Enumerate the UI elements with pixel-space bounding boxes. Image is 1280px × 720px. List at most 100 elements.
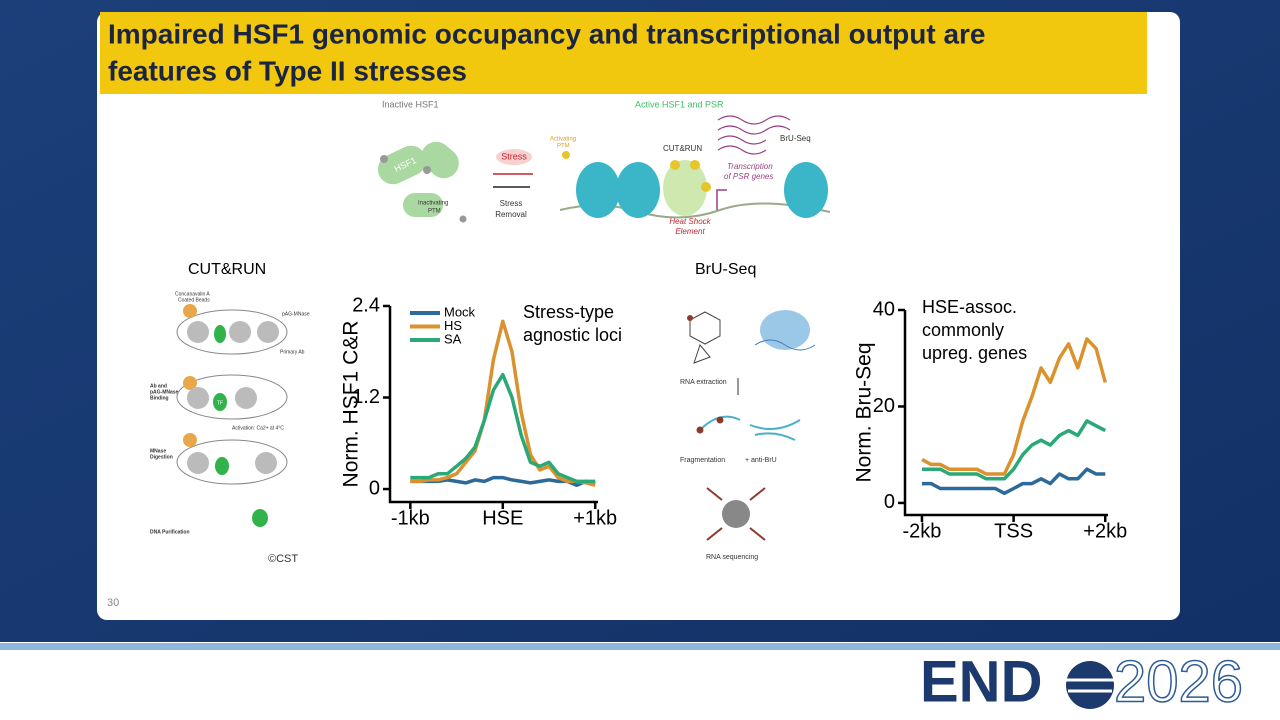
label: Coated Beads xyxy=(178,297,210,303)
legend-label: Mock xyxy=(444,304,476,319)
label: Element xyxy=(675,227,705,236)
logo: END 2026 xyxy=(920,649,1244,716)
x-tick-label: -1kb xyxy=(391,507,430,529)
tf xyxy=(214,325,226,343)
title-line: Impaired HSF1 genomic occupancy and tran… xyxy=(108,18,986,49)
legend-label: HS xyxy=(444,318,462,333)
label: pAG-MNase xyxy=(150,389,179,395)
annotation: agnostic loci xyxy=(523,325,622,345)
series-line xyxy=(410,372,596,484)
bruseq-diagram: BrU-Seq RNA extraction Fragmentation + a… xyxy=(680,261,816,561)
bead xyxy=(183,304,197,318)
label: Heat Shock xyxy=(669,217,711,226)
nucleosome xyxy=(257,321,279,343)
nucleosome xyxy=(187,321,209,343)
nucleosome xyxy=(229,321,251,343)
label: Transcription xyxy=(727,162,773,171)
stress-glow xyxy=(496,149,532,165)
label: Activation: Ca2+ at 4°C xyxy=(232,425,284,431)
label: PTM xyxy=(557,144,570,150)
series-line xyxy=(921,337,1107,476)
ptm-dot xyxy=(701,182,711,192)
series-line xyxy=(922,467,1106,496)
y-axis-label: Norm. Bru-Seq xyxy=(853,342,876,482)
nucleosome xyxy=(616,162,660,218)
y-tick-label: 0 xyxy=(369,477,380,499)
x-tick-label: -2kb xyxy=(903,520,942,542)
annotation: Stress-type xyxy=(523,302,614,322)
series-line xyxy=(410,319,596,487)
ptm-dot xyxy=(562,151,570,159)
y-tick-label: 2.4 xyxy=(352,294,380,316)
bead xyxy=(183,433,197,447)
x-tick-label: +2kb xyxy=(1083,520,1127,542)
y-axis-label: Norm. HSF1 C&R xyxy=(340,321,363,488)
card xyxy=(97,12,1180,620)
label: RNA sequencing xyxy=(706,554,758,561)
nucleosome xyxy=(187,387,209,409)
page-number: 30 xyxy=(107,597,119,609)
title-bar xyxy=(100,12,1147,94)
logo-text: END xyxy=(920,649,1042,714)
label: Inactive HSF1 xyxy=(382,99,439,109)
axis xyxy=(388,306,598,504)
ptm-dot xyxy=(690,160,700,170)
nucleosome xyxy=(784,162,828,218)
ptm-dot xyxy=(423,166,431,174)
polymerase xyxy=(760,310,810,350)
logo-text: 2026 xyxy=(1114,649,1243,714)
panel-heading: BrU-Seq xyxy=(695,261,756,278)
nucleosome xyxy=(187,452,209,474)
label: Primary Ab xyxy=(280,349,305,355)
dna xyxy=(754,339,816,351)
nucleus xyxy=(176,439,288,485)
nucleosome xyxy=(576,162,620,218)
label: Fragmentation xyxy=(680,457,725,464)
molecule xyxy=(689,311,721,364)
label: CUT&RUN xyxy=(663,144,702,153)
label: RNA extraction xyxy=(680,379,727,386)
charts: 0 1.2 2.4 -1kb HSE +1kb Norm. HSF1 C&R MockHSSA… xyxy=(340,294,1128,542)
x-tick-label: +1kb xyxy=(573,507,617,529)
y-tick-label: 0 xyxy=(884,491,895,513)
logo-globe xyxy=(1066,661,1114,709)
y-tick-label: 40 xyxy=(873,298,895,320)
y-tick-label: 1.2 xyxy=(352,386,380,408)
tf xyxy=(252,509,268,527)
label: Removal xyxy=(495,210,527,219)
ptm-dot xyxy=(459,215,467,223)
y-tick-label: 20 xyxy=(873,395,895,417)
panel-heading: CUT&RUN xyxy=(188,261,266,278)
axis xyxy=(903,310,1108,517)
bead xyxy=(183,376,197,390)
series-line xyxy=(922,419,1107,481)
label: Inactivating xyxy=(418,201,448,207)
bru xyxy=(716,416,724,424)
bead xyxy=(722,500,750,528)
label: BrU-Seq xyxy=(780,134,811,143)
top-diagram: Inactive HSF1 Active HSF1 and PSR HSF1 I… xyxy=(377,99,831,236)
label: DNA Purification xyxy=(150,529,190,535)
label: MNase xyxy=(150,448,166,454)
annotation: commonly xyxy=(922,320,1004,340)
label: Digestion xyxy=(150,454,173,460)
x-tick-label: TSS xyxy=(994,520,1033,542)
hsf1-shape xyxy=(377,145,427,185)
hsf1-complex xyxy=(663,160,707,216)
label: of PSR genes xyxy=(724,172,773,181)
ptm-dot xyxy=(670,160,680,170)
label: Activating xyxy=(550,137,576,143)
ptm-dot xyxy=(380,155,388,163)
label: Active HSF1 and PSR xyxy=(635,99,724,109)
bru xyxy=(696,426,704,434)
annotation: HSE-assoc. xyxy=(922,297,1017,317)
x-tick-label: HSE xyxy=(482,507,523,529)
tf xyxy=(215,457,229,475)
credit: ©CST xyxy=(268,553,298,565)
hsf1-shape xyxy=(403,193,443,217)
label: pAG-MNase xyxy=(282,311,310,317)
label: Binding xyxy=(150,395,169,401)
label: Concanavalin A xyxy=(175,291,210,297)
